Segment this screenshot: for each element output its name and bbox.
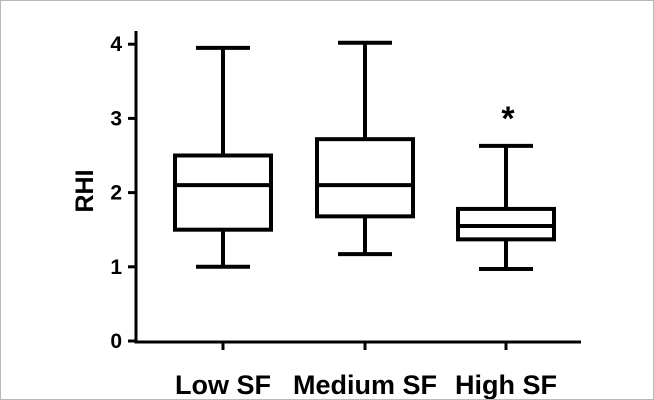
y-tick-label: 2 — [110, 182, 122, 205]
x-tick-label: Low SF — [175, 370, 271, 399]
y-tick-label: 4 — [110, 33, 122, 56]
x-tick-label: High SF — [455, 370, 557, 399]
box-medium-sf — [315, 40, 415, 257]
x-tick-label: Medium SF — [293, 370, 437, 399]
box-high-sf — [456, 143, 556, 272]
significance-marker: * — [501, 100, 515, 138]
iqr-box — [173, 153, 273, 232]
box-low-sf — [173, 45, 273, 269]
axes — [128, 31, 581, 350]
y-axis-title: RHI — [71, 169, 99, 212]
iqr-box — [315, 137, 415, 219]
y-tick-label: 0 — [110, 330, 122, 353]
y-tick-label: 1 — [110, 256, 122, 279]
boxes-layer — [173, 40, 556, 272]
labels-layer: 0 1 2 3 4 Low SF Medium SF High SF * — [110, 33, 557, 399]
y-tick-label: 3 — [110, 107, 122, 130]
